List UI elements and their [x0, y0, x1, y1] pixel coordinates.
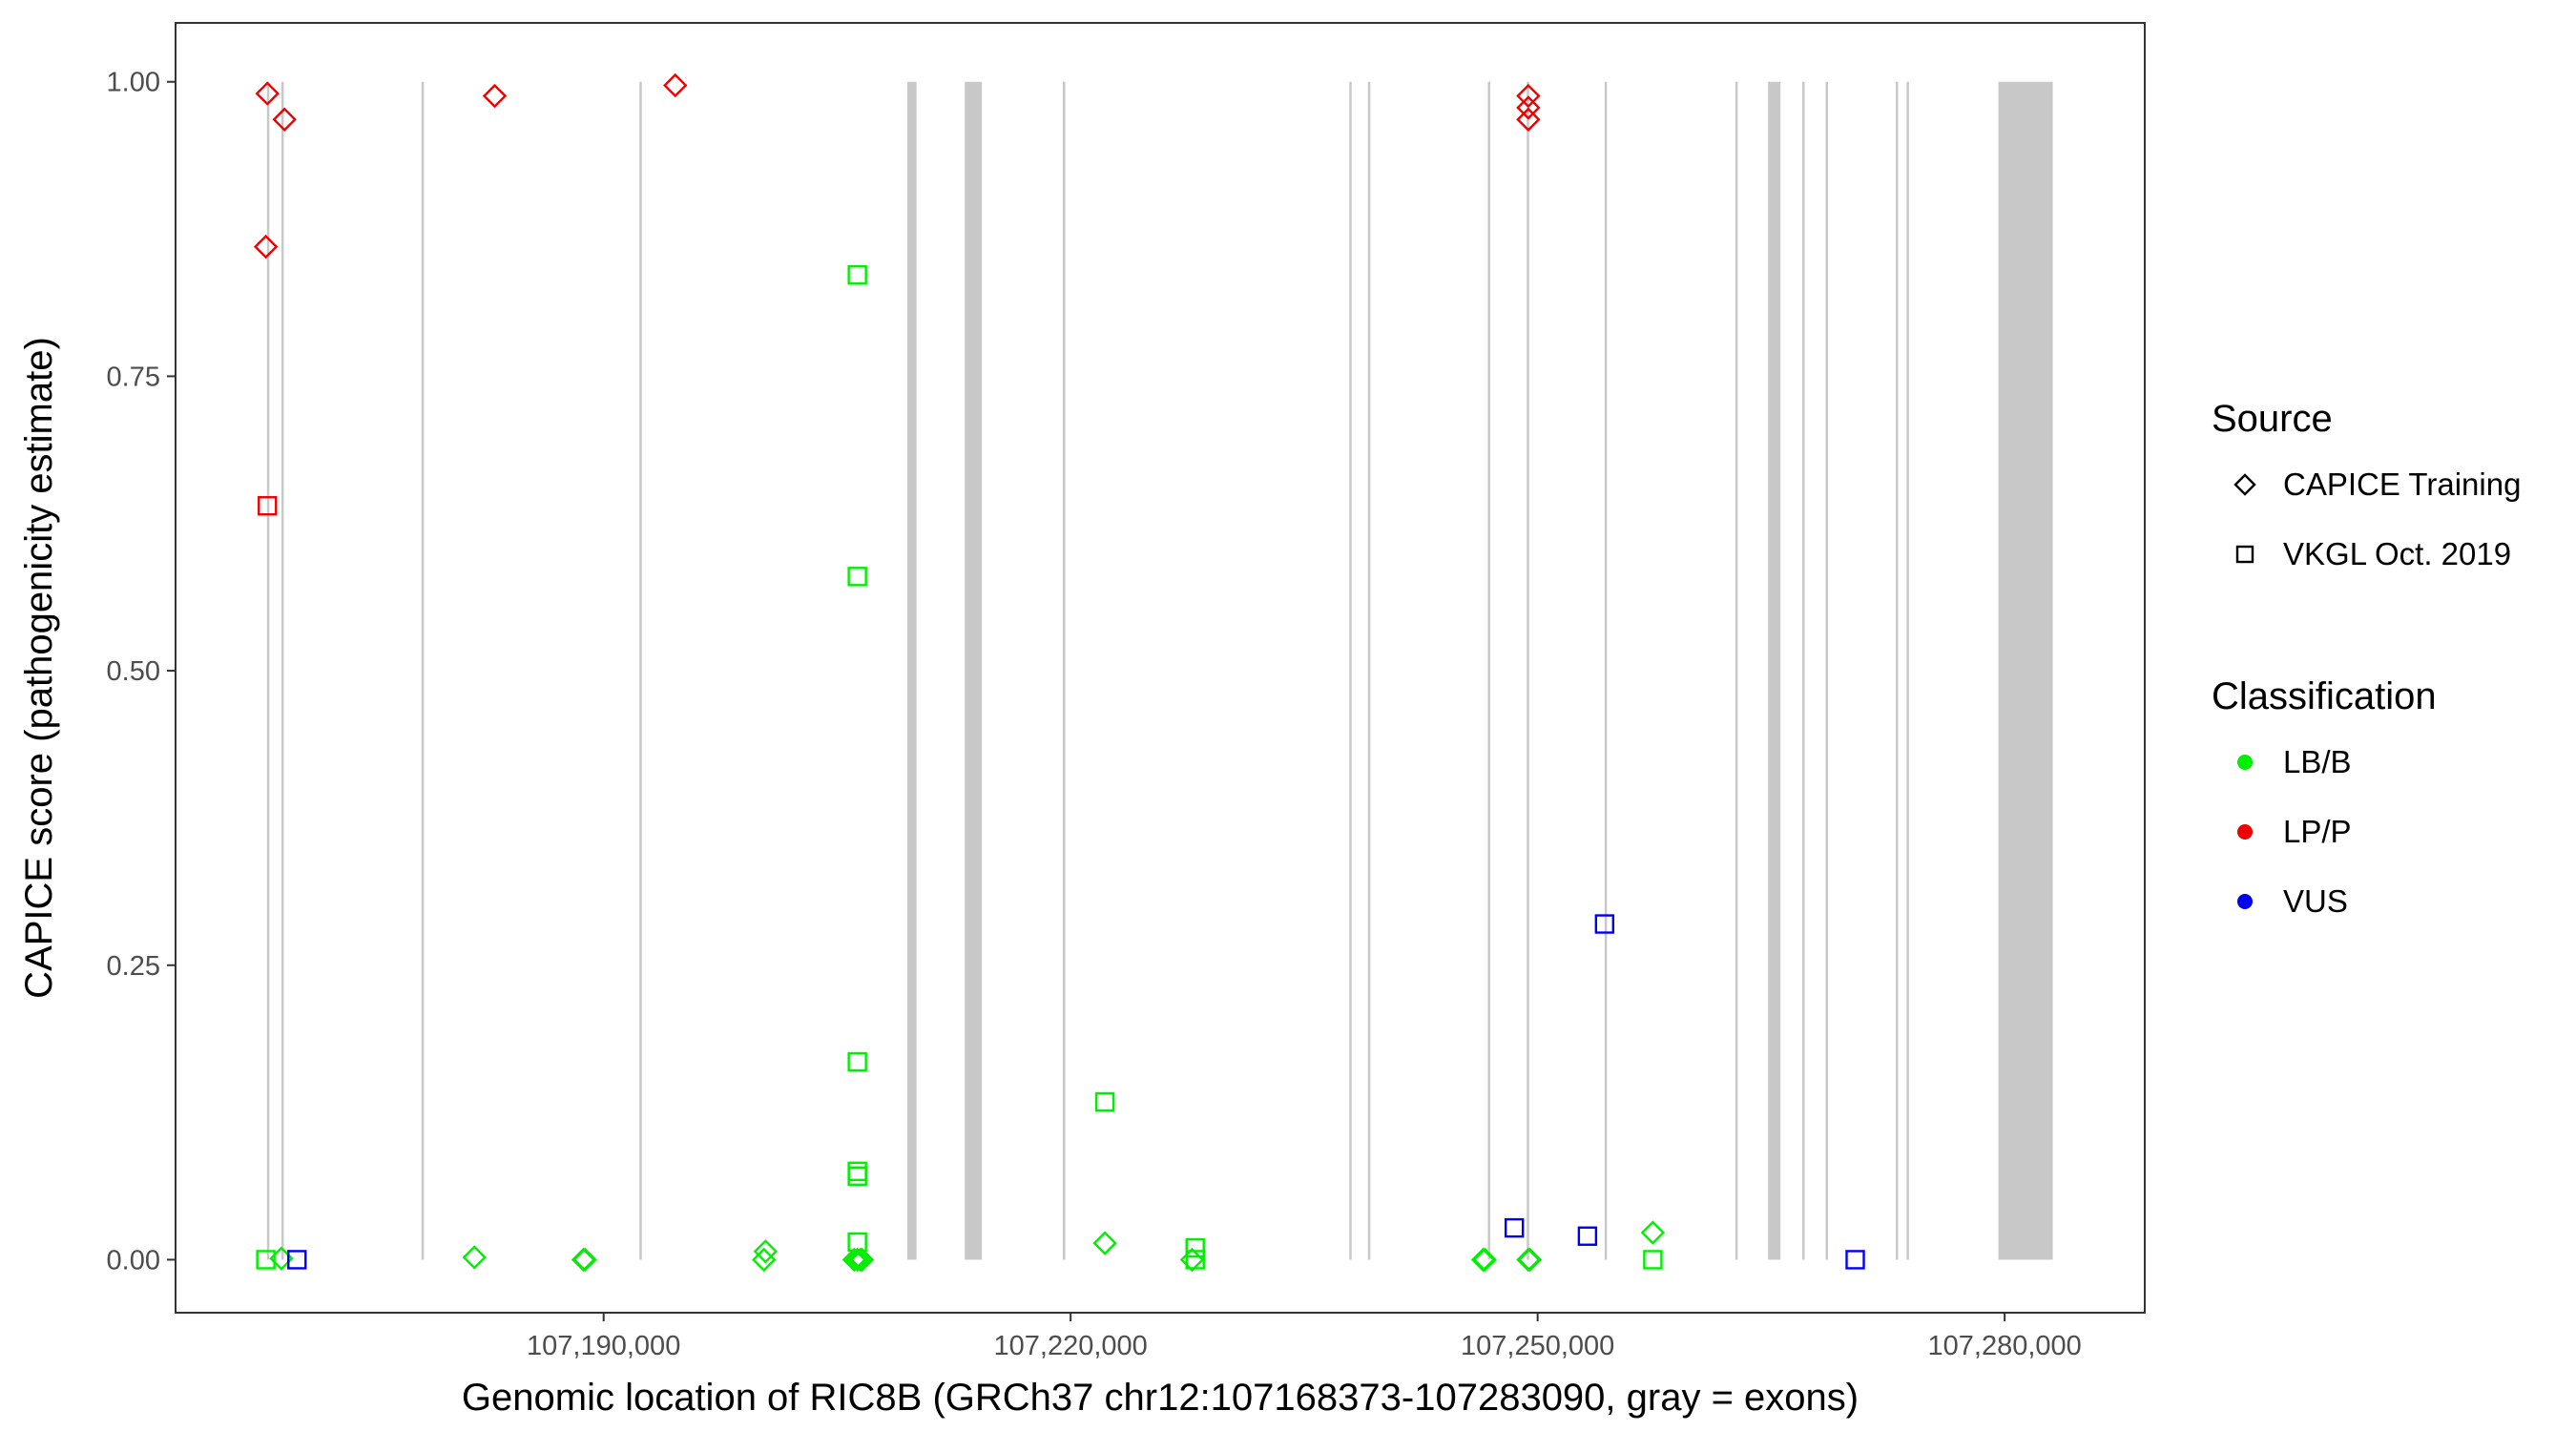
diamond-icon	[2233, 473, 2256, 496]
legend-item-lp-p: LP/P	[2237, 814, 2352, 849]
data-point-diamond	[572, 1247, 597, 1273]
data-point-square	[847, 1161, 867, 1182]
exon-band	[280, 81, 284, 1260]
legend-label-vus: VUS	[2283, 883, 2348, 919]
dot-icon	[2237, 755, 2253, 770]
exon-band	[1604, 81, 1608, 1260]
data-point-diamond	[255, 81, 280, 106]
data-point-diamond	[1179, 1247, 1205, 1273]
data-point-diamond	[753, 1239, 779, 1264]
axes: 0.00 0.25 0.50 0.75 1.00 107,190,000 107,220,0…	[107, 68, 2082, 1361]
legend-item-lb-b: LB/B	[2237, 744, 2352, 779]
data-point-square	[847, 265, 867, 285]
legend-label-lb-b: LB/B	[2283, 744, 2352, 779]
square-icon	[2235, 545, 2254, 564]
data-point-diamond	[482, 83, 508, 109]
legend-item-capice-training: CAPICE Training	[2233, 467, 2521, 502]
exon-band	[1895, 81, 1899, 1260]
data-point-diamond	[1516, 95, 1541, 120]
x-tick-label: 107,220,000	[994, 1331, 1148, 1361]
data-point-square	[847, 1166, 867, 1186]
exon-band	[906, 81, 917, 1260]
data-point-square	[258, 496, 278, 516]
y-tick-label: 0.75	[107, 362, 160, 392]
exon-bands	[266, 81, 2053, 1260]
exon-band	[1349, 81, 1352, 1260]
x-tick-label: 107,250,000	[1461, 1331, 1614, 1361]
exon-band	[421, 81, 425, 1260]
legend-label-capice-training: CAPICE Training	[2283, 467, 2521, 502]
exon-band	[1487, 81, 1490, 1260]
exon-band	[1768, 81, 1781, 1260]
data-point-diamond	[253, 234, 279, 259]
legend: Source CAPICE Training VKGL Oct. 2019 Cl…	[2212, 398, 2521, 919]
data-point-square	[847, 567, 867, 587]
plot-panel	[175, 22, 2146, 1314]
data-point-diamond	[1472, 1247, 1497, 1273]
exon-band	[1802, 81, 1805, 1260]
data-point-diamond	[1516, 107, 1541, 132]
data-point-diamond	[752, 1247, 777, 1273]
legend-item-vus: VUS	[2237, 883, 2348, 919]
exon-band	[639, 81, 642, 1260]
dot-icon	[2237, 824, 2253, 840]
data-point-diamond	[1517, 1247, 1543, 1273]
data-point-diamond	[1640, 1220, 1666, 1245]
data-point-square	[287, 1250, 307, 1270]
exon-band	[965, 81, 983, 1260]
exon-band	[266, 81, 270, 1260]
data-point-diamond	[272, 107, 297, 132]
data-point-square	[1504, 1217, 1525, 1238]
exon-band	[1367, 81, 1371, 1260]
exon-band	[1063, 81, 1066, 1260]
exon-band	[1527, 81, 1529, 1260]
data-point-square	[1577, 1226, 1598, 1246]
data-point-square	[1185, 1250, 1205, 1270]
data-point-diamond	[844, 1247, 870, 1273]
exon-band	[1735, 81, 1738, 1260]
y-axis-title: CAPICE score (pathogenicity estimate)	[18, 337, 60, 999]
data-point-diamond	[1092, 1231, 1117, 1255]
data-point-square	[1185, 1237, 1205, 1258]
y-tick-label: 1.00	[107, 68, 160, 98]
data-point-diamond	[1516, 83, 1541, 109]
y-tick-label: 0.25	[107, 951, 160, 982]
data-point-square	[1594, 914, 1615, 934]
legend-label-vkgl: VKGL Oct. 2019	[2283, 536, 2511, 571]
exon-band	[1825, 81, 1829, 1260]
data-point-diamond	[462, 1245, 487, 1270]
data-point-diamond	[663, 73, 688, 98]
legend-source-title: Source	[2212, 398, 2333, 440]
data-point-square	[1643, 1250, 1663, 1270]
x-tick-label: 107,190,000	[527, 1331, 680, 1361]
data-points	[253, 73, 1865, 1273]
x-axis-title: Genomic location of RIC8B (GRCh37 chr12:…	[462, 1377, 1859, 1419]
data-point-diamond	[849, 1247, 875, 1273]
legend-label-lp-p: LP/P	[2283, 814, 2352, 849]
exon-band	[1998, 81, 2053, 1260]
legend-classification-title: Classification	[2212, 675, 2437, 717]
exon-band	[1906, 81, 1909, 1260]
data-point-square	[847, 1051, 867, 1072]
data-point-diamond	[841, 1247, 867, 1273]
data-point-square	[847, 1232, 867, 1253]
y-tick-label: 0.00	[107, 1245, 160, 1275]
y-tick-label: 0.50	[107, 656, 160, 687]
x-tick-label: 107,280,000	[1928, 1331, 2082, 1361]
dot-icon	[2237, 894, 2253, 909]
data-point-square	[1094, 1091, 1115, 1112]
data-point-square	[256, 1250, 276, 1270]
legend-item-vkgl: VKGL Oct. 2019	[2235, 536, 2511, 571]
data-point-square	[1845, 1250, 1865, 1270]
